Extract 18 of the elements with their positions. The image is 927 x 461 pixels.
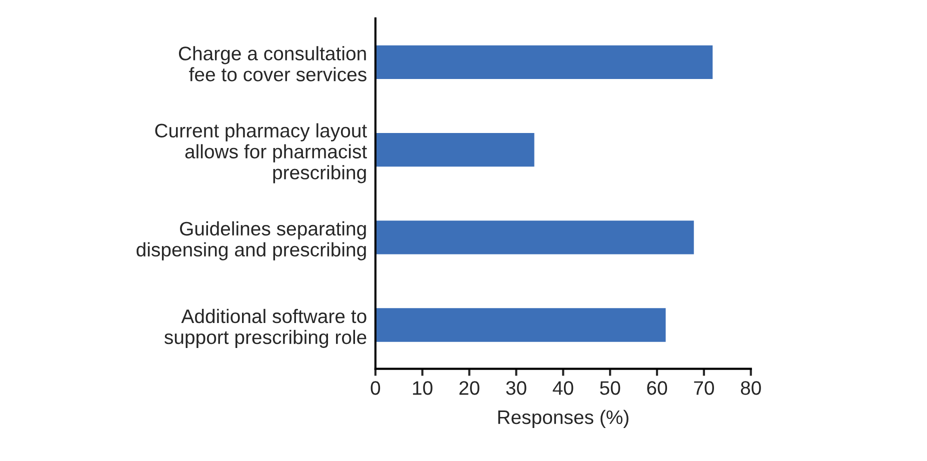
x-tick-label: 30 (506, 381, 526, 395)
y-tick-label: Current pharmacy layout allows for pharmacist prescribing (155, 123, 367, 184)
x-tick-label: 80 (740, 381, 761, 395)
bar (375, 44, 714, 80)
y-tick-label: Additional software to support prescribing role (164, 308, 366, 348)
x-tick-label: 70 (694, 381, 714, 395)
x-tick-label: 0 (370, 381, 380, 395)
x-tick-label: 50 (600, 381, 620, 395)
x-axis-title: Responses (%) (498, 410, 628, 428)
x-tick-label: 60 (647, 381, 668, 395)
y-tick-label: Guidelines separating dispensing and prescribing (136, 221, 366, 260)
bar (375, 132, 536, 168)
bar (375, 219, 696, 256)
x-tick-label: 20 (459, 381, 480, 395)
bar (375, 306, 668, 344)
y-tick-label: Charge a consultation fee to cover services (178, 46, 366, 82)
x-tick-label: 40 (552, 381, 574, 395)
x-tick-label: 10 (413, 381, 432, 395)
